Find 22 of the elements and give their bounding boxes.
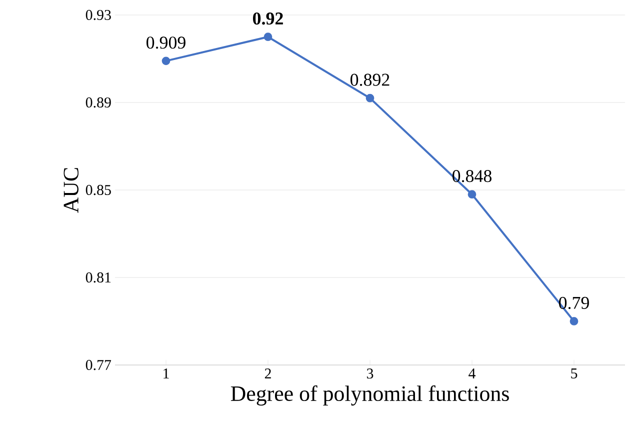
x-tick-label: 3 — [366, 368, 374, 379]
x-axis-title: Degree of polynomial functions — [230, 385, 509, 406]
data-label: 0.848 — [452, 170, 492, 182]
data-label: 0.892 — [350, 74, 390, 86]
x-tick-label: 2 — [264, 368, 271, 378]
x-tick-label: 4 — [468, 368, 476, 378]
y-tick-label: 0.81 — [86, 272, 111, 283]
point — [162, 56, 170, 66]
point — [366, 94, 374, 102]
y-tick-label: 0.77 — [86, 360, 112, 370]
data-label: 0.909 — [146, 36, 186, 49]
y-tick-label: 0.85 — [86, 184, 111, 196]
y-axis-title: AUC — [64, 168, 78, 213]
y-tick-label: 0.93 — [86, 10, 111, 20]
point — [468, 190, 476, 199]
data-label: 0.79 — [559, 296, 589, 310]
x-tick-label: 1 — [164, 368, 169, 378]
y-tick-label: 0.89 — [86, 97, 111, 108]
point — [264, 32, 272, 42]
data-label: 0.92 — [253, 12, 283, 25]
point — [570, 317, 578, 326]
x-tick-label: 5 — [571, 368, 578, 378]
